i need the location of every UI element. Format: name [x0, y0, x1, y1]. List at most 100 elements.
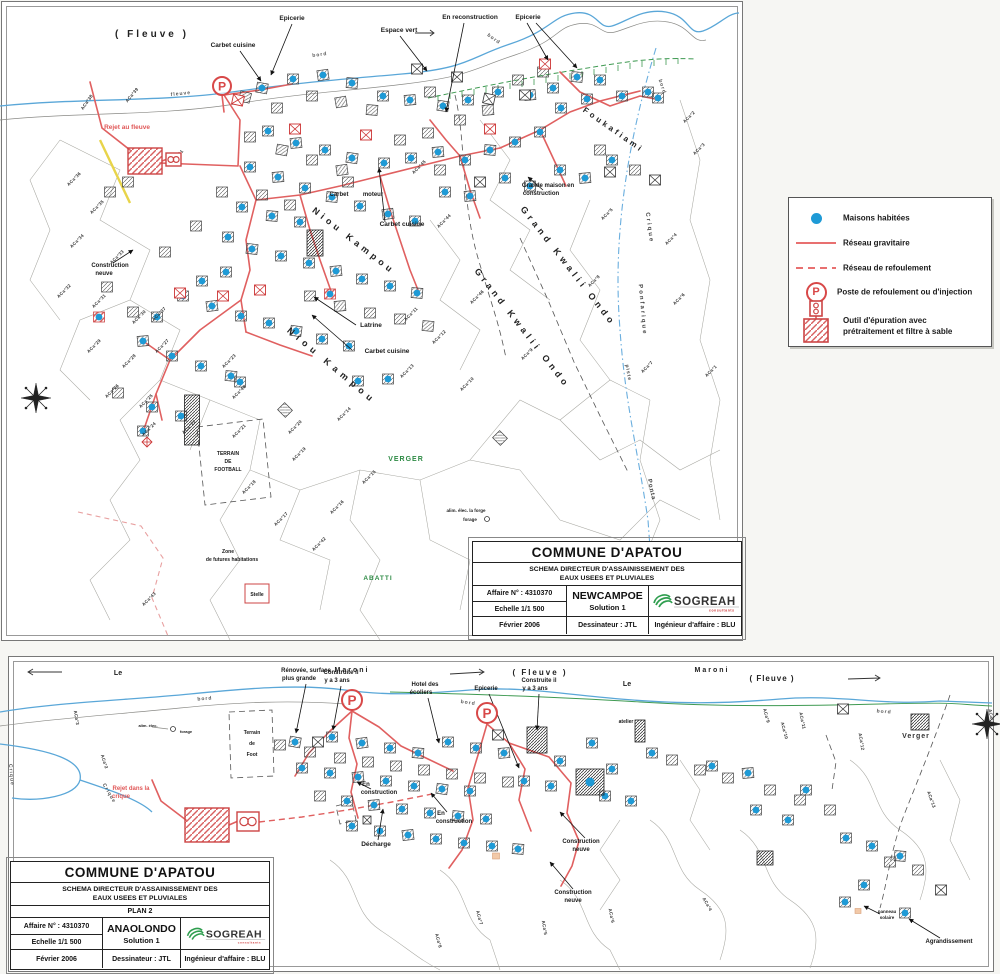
- project-title: NEWCAMPOE: [572, 590, 643, 603]
- house-g: [764, 784, 776, 796]
- map-label: construction: [436, 819, 473, 825]
- map2-drafter: Dessinateur : JTL: [103, 950, 181, 969]
- map-label: Agrandissement: [925, 939, 972, 945]
- house-b: [236, 201, 248, 213]
- house-b: [439, 186, 451, 198]
- house-g: [275, 143, 289, 157]
- house-b: [196, 275, 208, 287]
- house-rx: [174, 287, 186, 299]
- map-label: Carbet cuisine: [365, 348, 410, 355]
- map-label: neuve: [572, 847, 590, 853]
- house-g: [333, 300, 347, 312]
- house-b: [594, 74, 606, 86]
- house-b: [741, 767, 755, 779]
- map-label: Rénovée, surface: [281, 668, 331, 674]
- house-o: [492, 852, 500, 860]
- parcel-code: ACa°13: [399, 363, 415, 379]
- map-label: TERRAIN: [217, 451, 240, 457]
- house-g: [394, 134, 406, 146]
- map-line-parcel: [429, 219, 481, 371]
- parcel-code: ACa°28: [121, 353, 137, 369]
- house-g: [216, 186, 228, 198]
- house-b: [262, 125, 274, 137]
- house-b: [570, 71, 584, 83]
- house-b: [263, 317, 275, 329]
- house-g: [912, 864, 924, 876]
- house-b: [384, 280, 396, 292]
- map-label: crique: [112, 794, 131, 800]
- map-label: Crique: [644, 212, 654, 244]
- map2-date: Février 2006: [11, 950, 103, 969]
- house-b: [470, 742, 482, 754]
- map2-subtitle: SCHEMA DIRECTEUR D'ASSAINISSEMENT DES EA…: [11, 883, 269, 907]
- house-b: [858, 879, 870, 891]
- house-b: [509, 136, 521, 148]
- house-b: [462, 94, 474, 106]
- house-g: [159, 246, 171, 258]
- house-b: [534, 126, 546, 138]
- map-line-red: [499, 90, 641, 149]
- leader-arrow: [535, 22, 578, 69]
- house-b: [463, 190, 477, 202]
- house-b: [442, 736, 454, 748]
- house-b: [195, 360, 207, 372]
- map-line-red: [351, 710, 454, 772]
- sogreah-logo: SOGREAH consultants: [649, 586, 741, 618]
- pump-station-icon: P: [476, 702, 498, 724]
- parcel-code: ACa°39: [124, 87, 139, 104]
- parcel-code: ACa°42: [311, 536, 327, 552]
- map-line-parcel: [649, 819, 727, 961]
- map-label: Le: [623, 681, 631, 688]
- house-b: [234, 376, 246, 388]
- map-line-d-road: [519, 237, 629, 473]
- legend-label: Maisons habitées: [843, 213, 910, 223]
- house-g: [335, 163, 349, 177]
- house-g: [277, 402, 293, 418]
- house-rx: [217, 290, 229, 302]
- house-g: [314, 790, 326, 802]
- house-b: [377, 90, 389, 102]
- house-b: [458, 837, 470, 849]
- parcel-code: ACa°4: [664, 232, 678, 246]
- house-b: [424, 807, 436, 819]
- house-g: [454, 114, 466, 126]
- parcel-code: ACa°14: [987, 709, 995, 727]
- map-line-parcel: [299, 459, 521, 491]
- house-b: [345, 77, 359, 89]
- legend-label: Poste de refoulement ou d'injection: [837, 287, 973, 297]
- house-x: [519, 89, 531, 101]
- map-label: construction: [361, 790, 398, 796]
- parcel-code: ACa°38: [80, 93, 94, 110]
- sogreah-logo-subtext: consultants: [238, 940, 261, 944]
- map-line-greenl: [389, 691, 993, 707]
- parcel-code: ACa°1: [704, 364, 718, 378]
- map-label: piste: [624, 364, 633, 381]
- house-B: [526, 726, 548, 754]
- map-line-parcel: [569, 199, 611, 381]
- map-line-terr: [151, 726, 169, 730]
- house-x: [837, 703, 849, 715]
- leader-arrow: [863, 905, 881, 915]
- legend-label: prétraitement et filtre à sable: [843, 327, 953, 336]
- legend-label: Réseau de refoulement: [843, 263, 932, 273]
- house-b: [839, 896, 851, 908]
- parcel-code: ACa°5: [600, 207, 614, 221]
- house-x: [492, 729, 504, 741]
- map-label: écoliers: [410, 690, 433, 696]
- map-label: de: [249, 741, 255, 747]
- house-b: [316, 333, 328, 345]
- map-label: bord: [197, 695, 213, 702]
- parcel-code: ACa°9: [520, 347, 534, 361]
- map-label: construction: [523, 191, 560, 197]
- house-g: [422, 127, 434, 139]
- map-line-red: [221, 94, 225, 113]
- house-b: [316, 68, 330, 82]
- house-b: [326, 731, 338, 743]
- map-line-red: [379, 175, 419, 291]
- map-line-red: [459, 155, 481, 219]
- map-line-forage: [484, 516, 490, 522]
- map-line-d-road: [879, 694, 951, 909]
- map-label: fleuve: [170, 90, 191, 98]
- map-line-parcel: [209, 399, 331, 611]
- house-b: [380, 775, 392, 787]
